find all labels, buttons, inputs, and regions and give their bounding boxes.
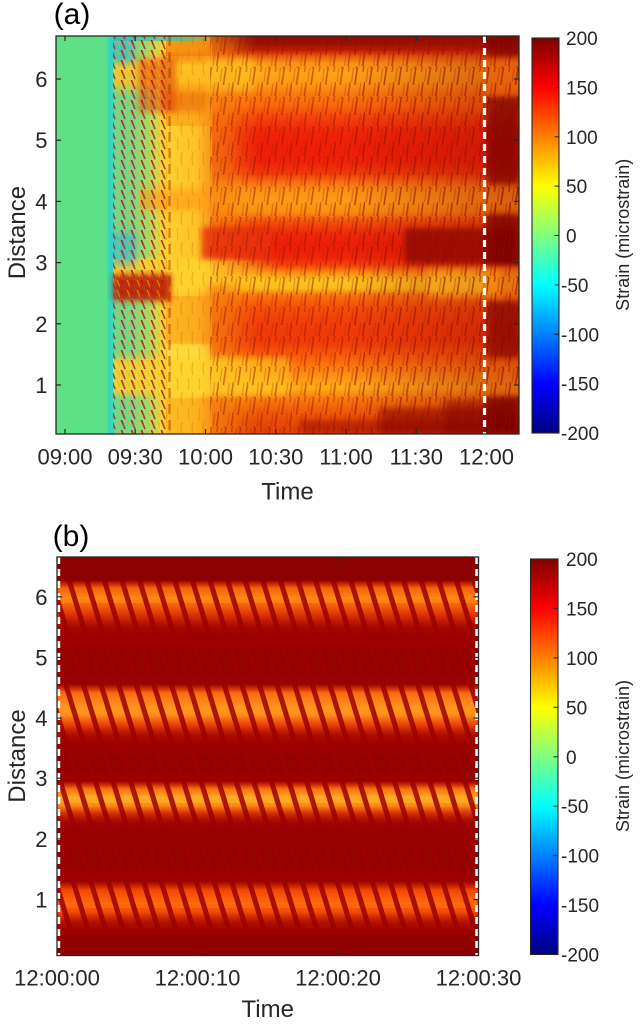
svg-text:50: 50 — [566, 698, 587, 719]
svg-text:1: 1 — [35, 373, 47, 398]
svg-text:12:00: 12:00 — [459, 444, 514, 469]
svg-text:10:30: 10:30 — [248, 444, 303, 469]
svg-text:Distance: Distance — [4, 709, 31, 802]
svg-text:2: 2 — [35, 312, 47, 337]
svg-text:(a): (a) — [54, 0, 91, 31]
svg-text:-50: -50 — [561, 797, 588, 818]
svg-text:(b): (b) — [53, 520, 90, 553]
svg-text:100: 100 — [566, 128, 598, 149]
svg-text:2: 2 — [35, 827, 47, 852]
svg-text:3: 3 — [35, 251, 47, 276]
svg-text:50: 50 — [566, 177, 587, 198]
svg-text:12:00:10: 12:00:10 — [155, 966, 241, 991]
svg-text:6: 6 — [35, 67, 47, 92]
svg-text:10:00: 10:00 — [178, 444, 233, 469]
svg-text:Time: Time — [261, 479, 313, 506]
svg-text:150: 150 — [566, 78, 598, 99]
svg-text:200: 200 — [566, 550, 598, 571]
svg-text:4: 4 — [35, 706, 47, 731]
svg-text:-50: -50 — [561, 276, 588, 297]
svg-text:150: 150 — [566, 599, 598, 620]
svg-text:1: 1 — [35, 888, 47, 913]
svg-text:0: 0 — [566, 748, 577, 769]
svg-text:09:30: 09:30 — [108, 444, 163, 469]
svg-text:-100: -100 — [561, 847, 599, 868]
svg-text:3: 3 — [35, 766, 47, 791]
svg-text:11:00: 11:00 — [319, 444, 372, 469]
svg-text:Strain (microstrain): Strain (microstrain) — [613, 680, 633, 832]
svg-text:12:00:00: 12:00:00 — [14, 966, 100, 991]
svg-text:4: 4 — [35, 189, 47, 214]
svg-text:200: 200 — [566, 29, 598, 50]
svg-text:Distance: Distance — [4, 186, 31, 279]
svg-text:0: 0 — [566, 227, 577, 248]
svg-text:100: 100 — [566, 649, 598, 670]
svg-text:-100: -100 — [561, 325, 599, 346]
svg-text:5: 5 — [35, 645, 47, 670]
svg-text:-200: -200 — [561, 424, 599, 445]
svg-text:12:00:30: 12:00:30 — [436, 966, 522, 991]
svg-text:-150: -150 — [561, 896, 599, 917]
svg-text:12:00:20: 12:00:20 — [295, 966, 381, 991]
svg-text:-200: -200 — [561, 946, 599, 967]
svg-text:Time: Time — [241, 996, 293, 1023]
svg-text:6: 6 — [35, 585, 47, 610]
svg-text:-150: -150 — [561, 375, 599, 396]
svg-text:09:00: 09:00 — [37, 444, 92, 469]
svg-text:Strain (microstrain): Strain (microstrain) — [613, 159, 633, 311]
svg-text:11:30: 11:30 — [390, 444, 443, 469]
svg-text:5: 5 — [35, 128, 47, 153]
